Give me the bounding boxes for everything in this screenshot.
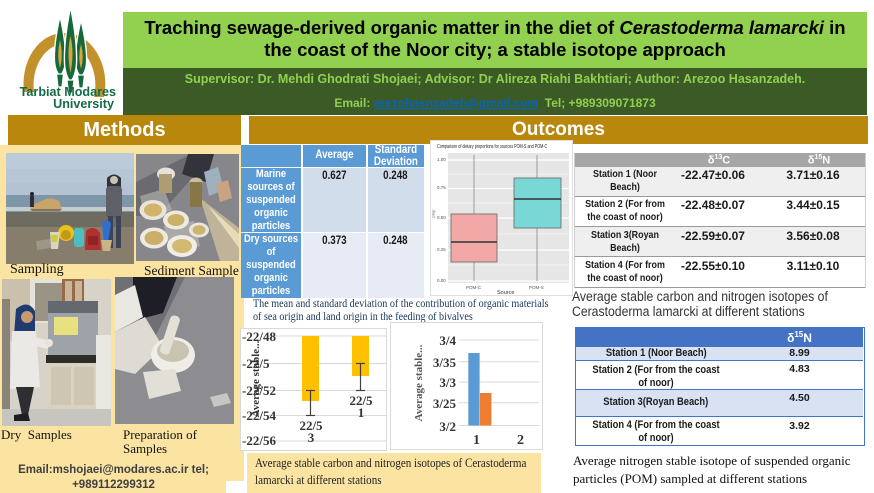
svg-text:Tarbiat Modares: Tarbiat Modares: [20, 85, 116, 99]
svg-text:University: University: [53, 97, 114, 111]
